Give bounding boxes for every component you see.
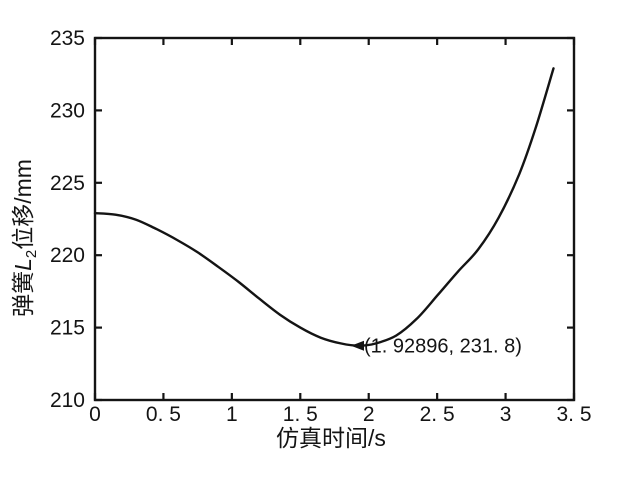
x-tick-label: 3 [500, 403, 512, 426]
plot-box [93, 36, 576, 402]
y-tick-label: 225 [50, 172, 85, 195]
axis-ticks [93, 36, 576, 402]
y-axis-label-prefix: 弹簧 [10, 271, 36, 317]
y-axis-label-symbol: L [10, 258, 36, 271]
x-tick-label: 3. 5 [556, 403, 591, 426]
x-tick-label: 2 [363, 403, 375, 426]
y-tick-label: 210 [50, 389, 85, 412]
x-axis-label: 仿真时间/s [276, 425, 386, 451]
x-tick-label: 0. 5 [146, 403, 181, 426]
x-tick-label: 1 [226, 403, 238, 426]
y-tick-label: 235 [50, 27, 85, 50]
y-axis-label-suffix: 位移/mm [10, 159, 36, 250]
displacement-curve [93, 67, 555, 347]
y-tick-label: 215 [50, 317, 85, 340]
y-tick-label: 220 [50, 244, 85, 267]
x-tick-label: 1. 5 [283, 403, 318, 426]
y-axis-label-subscript: 2 [23, 250, 40, 258]
y-tick-labels: 210 215 220 225 230 235 [50, 27, 85, 412]
y-tick-label: 230 [50, 99, 85, 122]
x-tick-label: 0 [89, 403, 101, 426]
datatip-annotation: (1. 92896, 231. 8) [364, 336, 522, 358]
x-tick-label: 2. 5 [420, 403, 455, 426]
y-axis-label: 弹簧L2位移/mm [10, 159, 40, 317]
x-tick-labels: 0 0. 5 1 1. 5 2 2. 5 3 3. 5 [89, 403, 591, 426]
